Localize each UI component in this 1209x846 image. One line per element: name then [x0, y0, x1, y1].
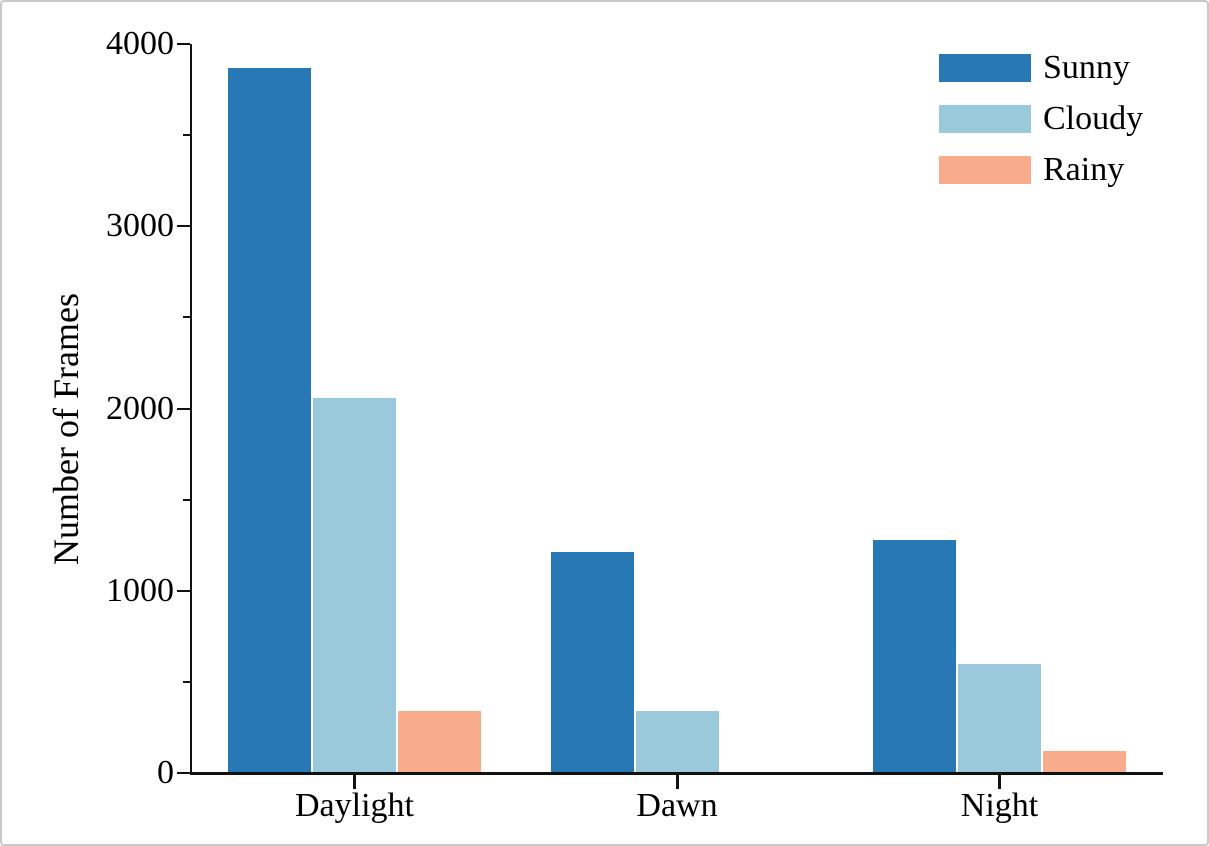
- legend-label: Cloudy: [1043, 100, 1144, 137]
- y-tick-label: 2000: [106, 389, 174, 427]
- y-axis: [190, 44, 192, 773]
- y-tick-label: 1000: [106, 571, 174, 609]
- legend-swatch-sunny: [939, 54, 1031, 82]
- y-tick-label: 0: [157, 754, 174, 791]
- bar-cloudy-dawn: [634, 711, 720, 773]
- legend-item-cloudy: Cloudy: [939, 100, 1143, 137]
- x-tick: [675, 775, 679, 789]
- legend-item-rainy: Rainy: [939, 151, 1124, 188]
- y-minor-tick: [183, 134, 190, 137]
- bar-cloudy-daylight: [312, 397, 397, 773]
- y-tick-label: 3000: [106, 207, 174, 245]
- legend-swatch-cloudy: [939, 105, 1031, 133]
- legend-swatch-rainy: [939, 156, 1031, 184]
- y-minor-tick: [183, 316, 190, 319]
- y-major-tick: [177, 772, 190, 774]
- legend-label: Sunny: [1043, 49, 1130, 86]
- bar-rainy-night: [1042, 751, 1127, 773]
- bar-sunny-night: [872, 539, 957, 773]
- bar-cloudy-night: [957, 663, 1042, 773]
- x-category-label: Dawn: [636, 787, 718, 824]
- y-major-tick: [177, 407, 190, 410]
- y-major-tick: [177, 589, 190, 592]
- bar-rainy-daylight: [397, 711, 482, 773]
- x-category-label: Night: [960, 787, 1039, 824]
- legend-item-sunny: Sunny: [939, 49, 1130, 86]
- y-major-tick: [177, 225, 190, 228]
- bar-sunny-dawn: [549, 552, 635, 773]
- legend-label: Rainy: [1043, 151, 1125, 188]
- y-major-tick: [177, 43, 190, 45]
- bar-sunny-daylight: [227, 67, 312, 773]
- x-tick: [998, 775, 1001, 789]
- y-tick-label: 4000: [106, 25, 174, 62]
- x-axis: [190, 772, 1163, 775]
- y-axis-title: Number of Frames: [46, 293, 86, 565]
- x-category-label: Daylight: [295, 787, 414, 824]
- x-tick: [353, 775, 356, 789]
- y-minor-tick: [183, 498, 190, 501]
- y-minor-tick: [183, 680, 190, 683]
